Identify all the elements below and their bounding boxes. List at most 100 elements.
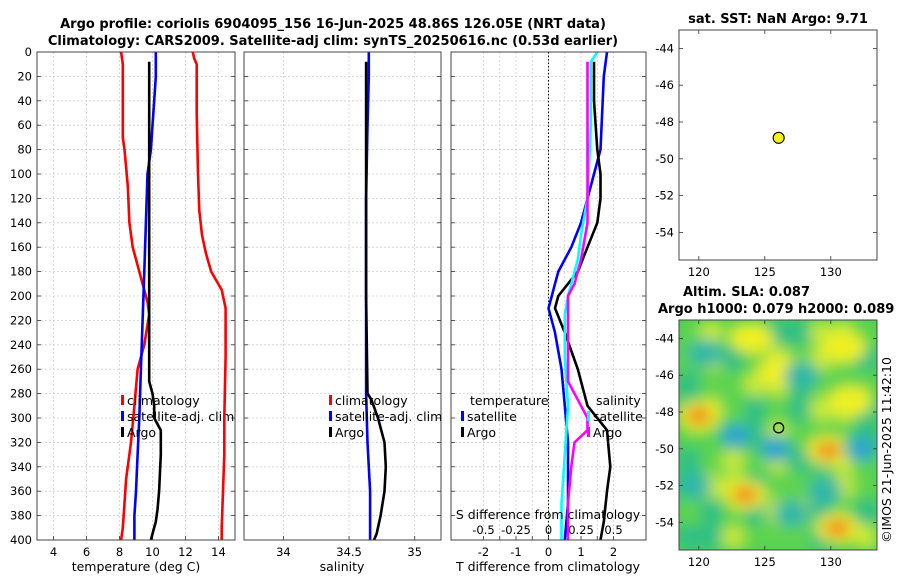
sla-texture-cell xyxy=(787,447,813,474)
sla-blob-core xyxy=(685,407,712,424)
sst_map-ytick-label: -52 xyxy=(655,189,674,203)
depth-tick-label: 160 xyxy=(10,240,32,254)
sla-blob-core xyxy=(824,519,851,536)
sla-texture-cell xyxy=(699,524,725,550)
sla-blob-positive xyxy=(828,385,873,416)
sla_map-ytick-label: -50 xyxy=(655,442,674,456)
difference-temperature-legend-swatch xyxy=(461,411,464,421)
difference-xlabel-top: S difference from climatology xyxy=(456,507,641,522)
temperature-xtick-label: 12 xyxy=(178,545,193,559)
sla-blob-positive xyxy=(729,323,774,354)
sla-texture-cell xyxy=(679,447,703,474)
sla-map-title-line2: Argo h1000: 0.079 h2000: 0.089 xyxy=(658,302,894,317)
figure-title-line2: Climatology: CARS2009. Satellite-adj cli… xyxy=(48,34,618,49)
sla-texture-cell xyxy=(765,524,791,550)
difference-xtick-label: 2 xyxy=(610,545,617,559)
sla-blob-core xyxy=(815,442,842,459)
difference-salinity-legend-swatch xyxy=(587,427,590,437)
difference-temperature-legend-label: satellite xyxy=(467,409,517,424)
difference-legend-title-temperature: temperature xyxy=(470,393,549,408)
sla-texture-cell xyxy=(721,447,747,474)
depth-tick-label: 100 xyxy=(10,167,32,181)
sla_map-ytick-label: -48 xyxy=(655,405,674,419)
sla-texture-cell xyxy=(853,498,877,525)
sla-texture-cell xyxy=(787,320,813,346)
depth-tick-label: 0 xyxy=(25,45,32,59)
sst_map-xtick-label: 130 xyxy=(820,265,842,279)
sla-texture-cell xyxy=(765,396,791,423)
temperature-legend-label: climatology xyxy=(127,393,200,408)
salinity-xtick-label: 34 xyxy=(276,545,291,559)
depth-tick-label: 60 xyxy=(17,118,32,132)
depth-tick-label: 80 xyxy=(17,143,32,157)
sla-texture-cell xyxy=(699,447,725,474)
depth-tick-label: 400 xyxy=(10,533,32,547)
sla-texture-cell xyxy=(699,498,725,525)
sst_map-ytick-label: -50 xyxy=(655,152,674,166)
difference-xtick-label: 0 xyxy=(545,545,552,559)
sla-texture-cell xyxy=(787,396,813,423)
sla-blob-core xyxy=(765,440,786,457)
difference-temperature-legend-label: Argo xyxy=(467,425,496,440)
sst_map-frame xyxy=(678,29,878,261)
argo-location-marker xyxy=(772,131,785,144)
sla-texture-cell xyxy=(721,396,747,423)
sla-texture-cell xyxy=(743,396,769,423)
sla_map-ytick-label: -46 xyxy=(655,368,674,382)
sla-map-title-line1: Altim. SLA: 0.087 xyxy=(683,285,810,300)
salinity-frame xyxy=(243,51,442,541)
series-satellite-adj-clim xyxy=(133,52,158,540)
difference-xlabel: T difference from climatology xyxy=(455,559,641,574)
difference-frame xyxy=(450,51,647,541)
sla-map-panel: 120 125 130 -44 -46 -48 -50 -52 -54 xyxy=(655,319,878,569)
salinity-xtick-label: 34.5 xyxy=(336,545,362,559)
salinity-legend-label: Argo xyxy=(335,425,364,440)
sla_map-ytick-label: -44 xyxy=(655,331,674,345)
sla_map-ytick-label: -54 xyxy=(655,515,674,529)
difference-panel: -2 -1 0 1 2 -0.5 -0.25 0 0.25 0.5 temperature salin… xyxy=(450,51,647,559)
salinity-legend-swatch xyxy=(329,427,332,437)
sla-texture-cell xyxy=(765,473,791,500)
depth-tick-label: 200 xyxy=(10,289,32,303)
temperature-panel: 0 20 40 60 80 100 120 140 160 180 200 220 240 260 280 3… xyxy=(10,45,236,559)
sla-texture-cell xyxy=(721,524,747,550)
difference-salinity-legend-swatch xyxy=(587,411,590,421)
temperature-legend-label: Argo xyxy=(127,425,156,440)
depth-tick-label: 20 xyxy=(17,69,32,83)
series-s-satellite xyxy=(560,51,599,540)
depth-tick-label: 340 xyxy=(10,460,32,474)
series-t-argo xyxy=(553,61,612,541)
sla-blob-positive xyxy=(822,332,866,363)
sst_map-ytick-label: -54 xyxy=(655,225,674,239)
temperature-xlabel: temperature (deg C) xyxy=(72,559,201,574)
salinity-legend-label: climatology xyxy=(335,393,408,408)
sla_map-frame xyxy=(678,319,878,551)
sla_map-ytick-label: -52 xyxy=(655,479,674,493)
depth-tick-label: 380 xyxy=(10,509,32,523)
depth-tick-label: 240 xyxy=(10,338,32,352)
sla-texture-cell xyxy=(721,345,747,372)
salinity-legend-swatch xyxy=(329,411,332,421)
salinity-legend-label: satellite-adj. clim xyxy=(335,409,442,424)
depth-tick-label: 140 xyxy=(10,216,32,230)
temperature-legend-swatch xyxy=(121,411,124,421)
temperature-xtick-label: 4 xyxy=(50,545,57,559)
temperature-xtick-label: 10 xyxy=(145,545,160,559)
sla_map-xtick-label: 125 xyxy=(754,555,776,569)
sst_map-ytick-label: -44 xyxy=(655,41,674,55)
sst_map-xtick-label: 125 xyxy=(754,265,776,279)
sla-texture-cell xyxy=(679,498,703,525)
temperature-xtick-label: 14 xyxy=(211,545,226,559)
s-diff-tick-label: 0 xyxy=(545,523,552,537)
credit-text: ©IMOS 21-Jun-2025 11:42:10 xyxy=(879,357,894,543)
sst_map-plot-area xyxy=(679,30,877,260)
difference-salinity-legend-label: satellite xyxy=(593,409,643,424)
temperature-legend-swatch xyxy=(121,395,124,405)
depth-tick-label: 300 xyxy=(10,411,32,425)
sla-texture-cell xyxy=(699,370,725,397)
temperature-xtick-label: 6 xyxy=(83,545,90,559)
sla_map-xtick-label: 120 xyxy=(688,555,710,569)
sla-heat-layer xyxy=(679,320,877,550)
